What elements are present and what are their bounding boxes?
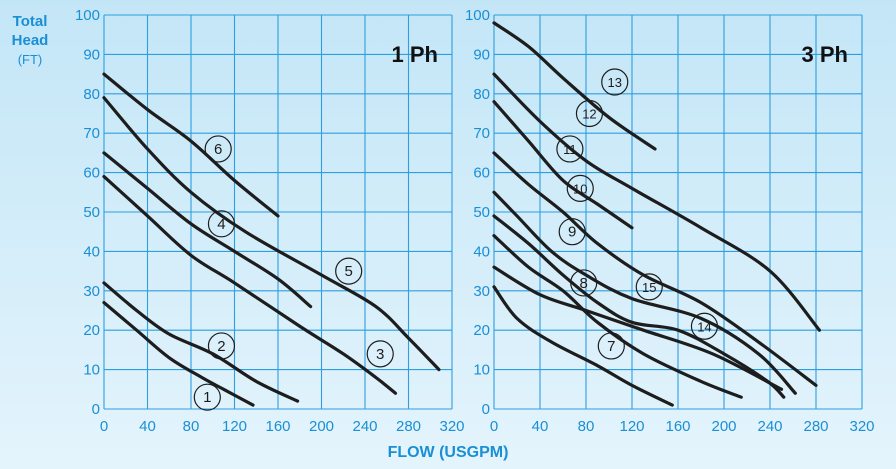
chart-panel-2: 0 10 20 30 40 50 60 70 80 90 100 0 40 80 120 160 200 240 2…: [465, 7, 875, 435]
curve-marker-4: [207, 210, 236, 238]
curve-marker-5: [335, 257, 363, 285]
curve-14: [492, 265, 784, 391]
x-tick-label: 160: [665, 418, 690, 435]
curve-3: [102, 174, 398, 395]
x-tick-label: 240: [757, 418, 782, 435]
y-axis-title-line1: Total: [12, 13, 48, 30]
curve-13: [492, 21, 657, 151]
y-tick-label: 50: [473, 204, 490, 221]
curve-label-6: 6: [214, 141, 222, 158]
x-tick-label: 200: [711, 418, 736, 435]
y-tick-label: 30: [83, 283, 100, 300]
curve-7: [492, 285, 674, 407]
x-tick-label: 0: [490, 418, 498, 435]
curve-marker-2: [207, 332, 236, 360]
y-tick-label: 100: [75, 7, 100, 24]
curve-label-9: 9: [568, 224, 576, 241]
y-tick-label: 40: [83, 243, 100, 260]
curve-1: [102, 301, 255, 407]
y-tick-label: 60: [83, 165, 100, 182]
curve-9: [492, 214, 786, 399]
x-tick-label: 80: [578, 418, 595, 435]
curve-label-10: 10: [573, 181, 587, 196]
curve-marker-15: [635, 273, 663, 301]
curve-10: [492, 190, 797, 395]
curve-11: [492, 151, 818, 387]
curve-label-2: 2: [217, 338, 225, 355]
x-tick-label: 320: [439, 418, 464, 435]
x-tick-label: 120: [619, 418, 644, 435]
x-tick-label: 40: [532, 418, 549, 435]
curve-label-5: 5: [345, 263, 353, 280]
y-tick-label: 70: [473, 125, 490, 142]
curve-marker-11: [556, 135, 584, 163]
x-tick-label: 200: [309, 418, 334, 435]
y-tick-label: 0: [482, 401, 490, 418]
curve-label-7: 7: [607, 338, 615, 355]
curve-label-4: 4: [217, 216, 225, 233]
y-tick-label: 40: [473, 243, 490, 260]
curve-marker-10: [566, 174, 594, 202]
curve-12: [492, 100, 634, 230]
curve-marker-6: [204, 135, 232, 163]
curve-marker-3: [366, 340, 394, 368]
y-tick-label: 0: [92, 401, 100, 418]
curve-marker-13: [601, 68, 629, 96]
y-axis-unit: (FT): [17, 52, 43, 67]
x-tick-label: 0: [100, 418, 108, 435]
curve-15: [492, 72, 822, 332]
y-axis-title: Total Head (FT): [4, 12, 56, 69]
curve-label-15: 15: [642, 280, 656, 295]
x-tick-label: 320: [849, 418, 874, 435]
x-tick-label: 280: [396, 418, 421, 435]
x-tick-label: 160: [265, 418, 290, 435]
curve-label-3: 3: [376, 346, 384, 363]
y-tick-label: 60: [473, 165, 490, 182]
curve-2: [102, 281, 300, 403]
curve-marker-12: [575, 99, 604, 128]
curve-4: [102, 151, 313, 309]
x-tick-label: 280: [803, 418, 828, 435]
x-tick-label: 40: [139, 418, 156, 435]
chart-panel-1: 0 10 20 30 40 50 60 70 80 90 100 0 40 80 120 160 200 240 2…: [75, 7, 465, 435]
curve-label-14: 14: [697, 319, 711, 334]
curve-label-8: 8: [580, 275, 588, 292]
curve-marker-1: [193, 383, 221, 411]
curve-marker-14: [690, 312, 719, 340]
x-tick-label: 120: [222, 418, 247, 435]
curve-6: [102, 72, 280, 218]
y-tick-label: 10: [473, 362, 490, 379]
curve-marker-7: [597, 332, 625, 360]
y-tick-label: 20: [83, 322, 100, 339]
panel-label: 1 Ph: [392, 42, 438, 67]
y-tick-label: 80: [473, 86, 490, 103]
y-tick-label: 30: [473, 283, 490, 300]
curve-marker-9: [558, 218, 586, 246]
y-tick-label: 80: [83, 86, 100, 103]
x-tick-label: 240: [352, 418, 377, 435]
curve-label-13: 13: [608, 75, 622, 90]
x-axis-title: FLOW (USGPM): [387, 444, 509, 461]
curve-label-12: 12: [582, 107, 596, 122]
y-tick-label: 20: [473, 322, 490, 339]
y-tick-label: 90: [473, 46, 490, 63]
y-tick-label: 50: [83, 204, 100, 221]
curve-label-11: 11: [563, 142, 577, 157]
y-axis-title-line2: Head: [11, 32, 49, 49]
y-tick-label: 10: [83, 362, 100, 379]
panel-label: 3 Ph: [802, 42, 848, 67]
y-tick-label: 90: [83, 46, 100, 63]
curve-label-1: 1: [203, 389, 211, 406]
curve-marker-8: [570, 269, 598, 297]
y-tick-label: 100: [465, 7, 490, 24]
curve-8: [492, 234, 743, 399]
y-tick-label: 70: [83, 125, 100, 142]
x-tick-label: 80: [183, 418, 200, 435]
curve-5: [102, 96, 441, 372]
